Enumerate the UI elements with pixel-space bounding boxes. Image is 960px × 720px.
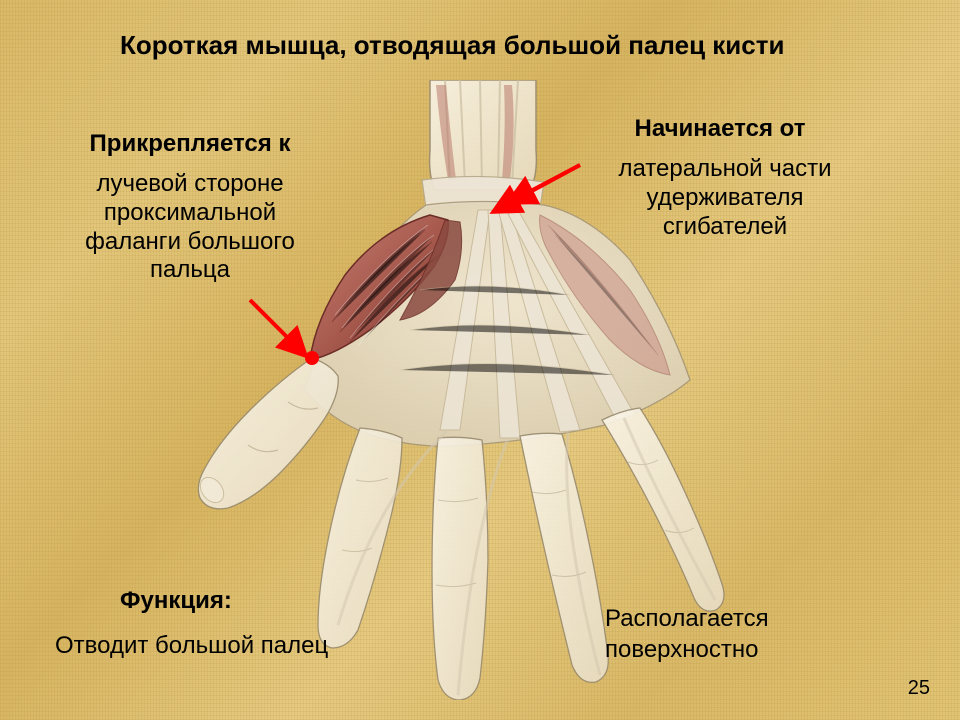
origin-body: латеральной части удерживателя сгибателе… — [585, 155, 865, 241]
page-number: 25 — [908, 677, 930, 700]
function-header: Функция: — [120, 587, 232, 615]
title: Короткая мышца, отводящая большой палец … — [120, 30, 920, 61]
attachment-header: Прикрепляется к — [50, 130, 330, 158]
location-label: Располагается поверхностно — [605, 603, 865, 665]
origin-header: Начинается от — [580, 115, 860, 143]
attachment-body: лучевой стороне проксимальной фаланги бо… — [70, 170, 310, 285]
function-body: Отводит большой палец — [55, 632, 328, 660]
